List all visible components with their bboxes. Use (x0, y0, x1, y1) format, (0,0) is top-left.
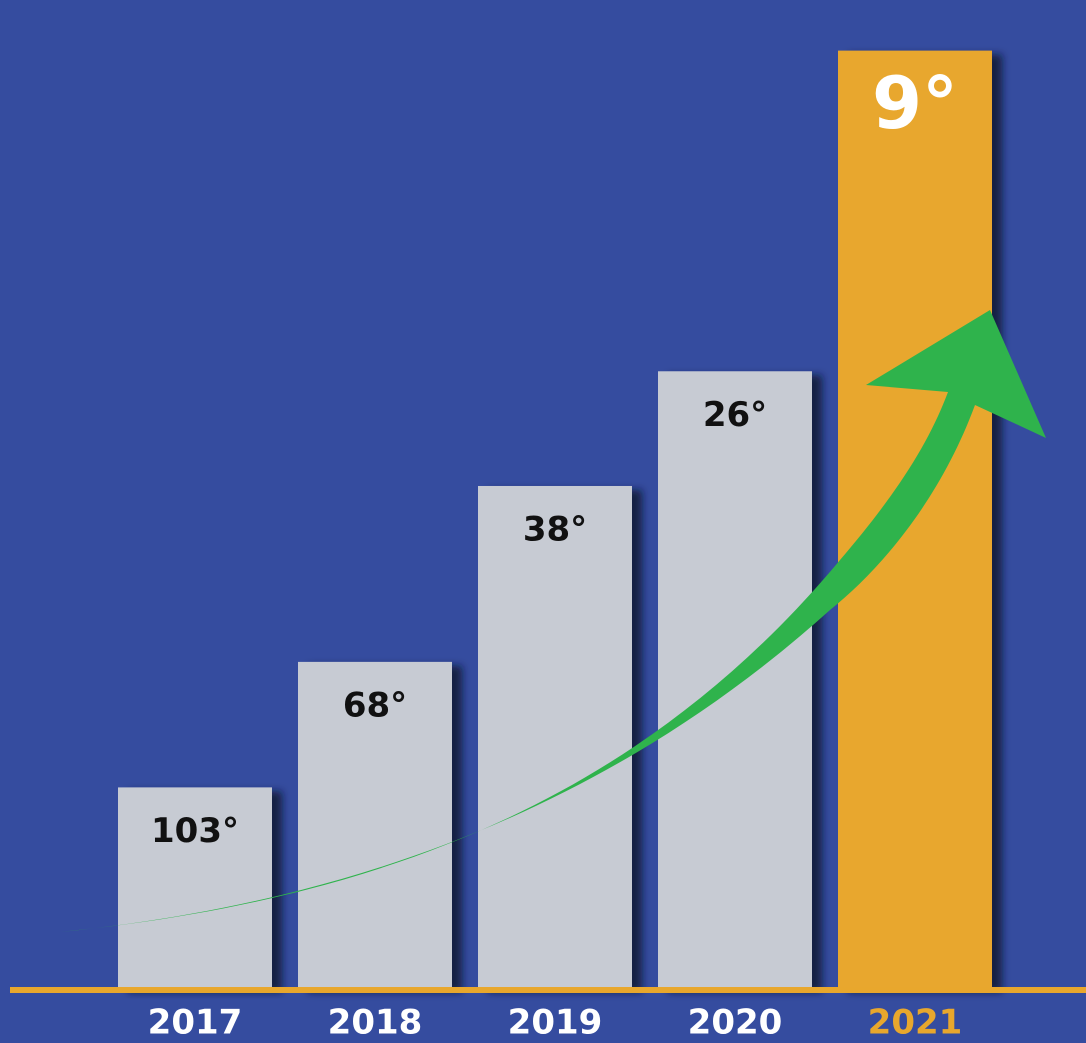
x-tick-label: 2018 (328, 1003, 423, 1043)
trend-arrow (60, 310, 1046, 932)
x-tick-label: 2019 (508, 1003, 603, 1043)
bar (838, 50, 992, 988)
bar (118, 787, 272, 988)
value-label: 103° (151, 811, 239, 851)
value-label: 38° (523, 509, 587, 549)
labels: 103° 2017 68° 2018 38° 2019 26° 2020 9° 2021 (148, 61, 963, 1042)
x-tick-label: 2017 (148, 1003, 243, 1043)
x-tick-label: 2021 (868, 1003, 963, 1043)
value-label: 9° (872, 61, 958, 145)
value-label: 68° (343, 685, 407, 725)
bar (478, 485, 632, 988)
value-label: 26° (703, 395, 767, 435)
x-tick-label: 2020 (688, 1003, 783, 1043)
bar (298, 661, 452, 988)
